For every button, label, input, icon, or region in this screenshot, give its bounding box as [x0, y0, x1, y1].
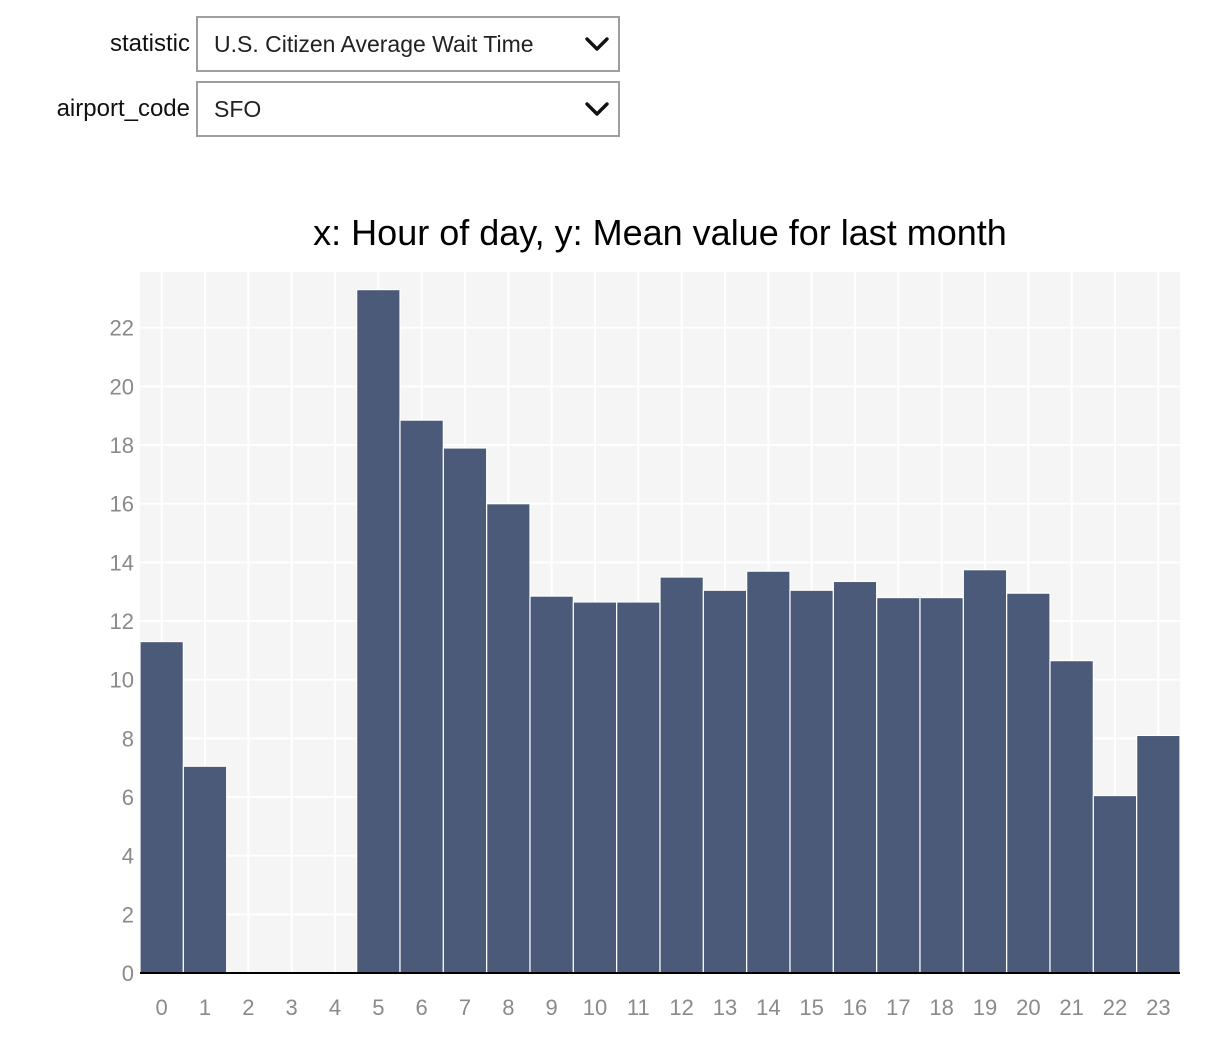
airport-code-control-row: airport_code SFO [0, 81, 640, 137]
x-tick-label: 0 [156, 995, 168, 1020]
y-tick-label: 22 [110, 316, 134, 341]
x-tick-label: 17 [886, 995, 910, 1020]
x-tick-label: 12 [669, 995, 693, 1020]
x-tick-label: 11 [627, 995, 650, 1020]
airport-code-select-value: SFO [214, 96, 262, 122]
y-tick-label: 2 [122, 902, 134, 927]
x-tick-label: 2 [242, 995, 254, 1020]
chevron-down-icon [585, 37, 609, 51]
chevron-down-icon [585, 102, 609, 116]
y-tick-label: 10 [110, 668, 134, 693]
x-tick-label: 1 [199, 995, 211, 1020]
bar-hour-20 [1006, 592, 1051, 974]
bar-hour-14 [746, 570, 791, 974]
bar-hour-17 [876, 596, 921, 974]
y-tick-label: 18 [110, 433, 134, 458]
x-tick-label: 22 [1103, 995, 1127, 1020]
bar-hour-7 [442, 447, 488, 974]
bar-hour-10 [572, 601, 618, 974]
x-tick-label: 23 [1146, 995, 1170, 1020]
chart-title: x: Hour of day, y: Mean value for last m… [313, 212, 1007, 253]
bar-hour-9 [529, 595, 574, 974]
y-tick-label: 16 [110, 492, 134, 517]
x-tick-label: 5 [372, 995, 384, 1020]
airport-code-select[interactable]: SFO [196, 81, 620, 137]
bar-hour-1 [182, 765, 228, 974]
bar-hour-12 [659, 576, 704, 974]
x-tick-label: 18 [929, 995, 953, 1020]
bar-hour-19 [962, 569, 1008, 974]
y-tick-label: 0 [122, 961, 134, 986]
bar-hour-11 [616, 601, 661, 974]
bar-hour-5 [356, 288, 401, 974]
bar-hour-13 [702, 589, 748, 974]
statistic-select[interactable]: U.S. Citizen Average Wait Time [196, 16, 620, 72]
x-tick-label: 10 [583, 995, 607, 1020]
statistic-select-value: U.S. Citizen Average Wait Time [214, 31, 534, 57]
y-tick-label: 20 [110, 374, 134, 399]
bar-hour-16 [832, 580, 878, 974]
x-tick-label: 20 [1016, 995, 1040, 1020]
bar-hour-22 [1092, 794, 1138, 974]
statistic-control-row: statistic U.S. Citizen Average Wait Time [0, 16, 640, 72]
statistic-label: statistic [109, 30, 190, 57]
y-tick-label: 4 [122, 844, 134, 869]
bar-hour-23 [1136, 734, 1181, 974]
airport-code-label: airport_code [56, 95, 190, 122]
x-tick-label: 21 [1059, 995, 1083, 1020]
x-tick-label: 7 [459, 995, 471, 1020]
bar-hour-8 [486, 503, 531, 974]
bar-hour-21 [1049, 660, 1094, 974]
x-tick-label: 15 [799, 995, 823, 1020]
bar-hour-6 [399, 419, 444, 974]
y-tick-label: 12 [110, 609, 134, 634]
y-tick-label: 8 [122, 726, 134, 751]
bar-hour-18 [919, 596, 964, 974]
x-tick-label: 4 [329, 995, 341, 1020]
y-tick-label: 14 [110, 550, 134, 575]
x-tick-label: 13 [713, 995, 737, 1020]
x-tick-label: 19 [973, 995, 997, 1020]
x-tick-label: 3 [286, 995, 298, 1020]
x-tick-label: 16 [843, 995, 867, 1020]
bar-hour-15 [789, 589, 834, 974]
bar-hour-0 [139, 640, 184, 974]
x-tick-label: 9 [546, 995, 558, 1020]
x-tick-label: 6 [416, 995, 428, 1020]
y-tick-label: 6 [122, 785, 134, 810]
x-tick-label: 14 [756, 995, 780, 1020]
x-tick-label: 8 [502, 995, 514, 1020]
